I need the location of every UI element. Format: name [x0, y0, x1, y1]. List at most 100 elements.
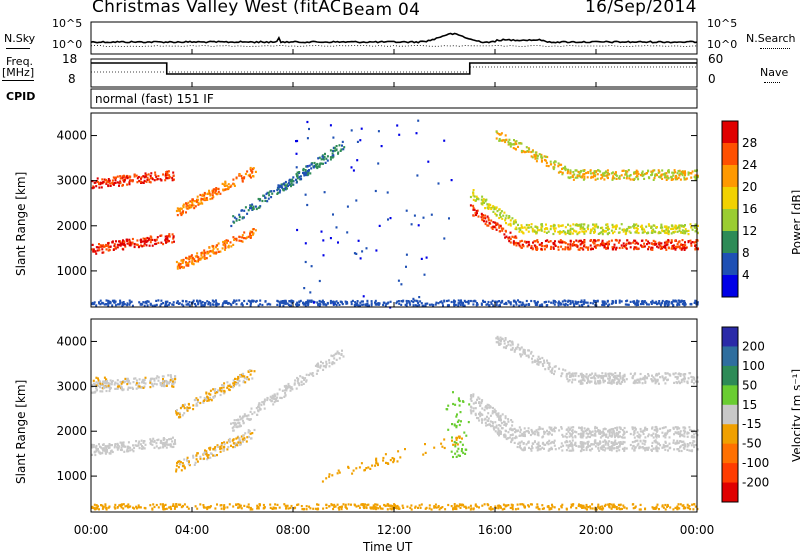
power-cell: [676, 178, 679, 181]
velocity-cell: [162, 507, 165, 510]
power-cell: [689, 239, 692, 242]
velocity-cell: [494, 421, 497, 424]
power-cell: [374, 299, 377, 302]
power-cell: [154, 242, 157, 246]
power-cell: [672, 174, 675, 177]
velocity-cell: [602, 440, 605, 443]
velocity-cell: [237, 506, 240, 509]
velocity-cell: [357, 504, 360, 507]
velocity-cell: [633, 449, 636, 452]
velocity-cell: [266, 397, 269, 400]
velocity-cell: [476, 398, 478, 401]
velocity-cell: [234, 422, 236, 425]
velocity-cell: [178, 413, 181, 416]
power-cell: [166, 239, 169, 242]
velocity-cell: [501, 337, 504, 341]
velocity-cell: [230, 385, 232, 388]
velocity-cell: [113, 383, 116, 386]
velocity-cell: [516, 429, 519, 432]
power-cell: [295, 303, 297, 306]
power-cell: [166, 177, 169, 180]
power-cell: [304, 171, 307, 174]
velocity-cell: [598, 374, 601, 377]
power-cell: [99, 244, 102, 247]
power-cell: [583, 232, 586, 235]
velocity-cell: [530, 428, 533, 432]
power-cell: [607, 247, 609, 250]
velocity-cell: [135, 382, 138, 385]
power-cell: [659, 244, 662, 248]
velocity-cell: [242, 379, 245, 383]
power-cell: [502, 214, 505, 217]
power-cell: [571, 175, 574, 178]
power-cell: [475, 304, 478, 307]
power-cell: [690, 242, 693, 245]
velocity-cell: [531, 447, 534, 450]
velocity-cell: [433, 505, 436, 508]
power-cell: [653, 169, 656, 172]
power-cell: [141, 181, 144, 184]
power-cell: [135, 174, 138, 177]
velocity-cell: [511, 506, 514, 509]
velocity-cell: [582, 434, 585, 437]
velocity-cell: [653, 428, 656, 432]
velocity-cell: [586, 441, 589, 444]
power-ytick-label: 4000: [56, 129, 87, 143]
velocity-cell: [568, 440, 571, 443]
power-cell: [582, 178, 585, 181]
power-cell: [222, 302, 225, 305]
velocity-cell: [636, 381, 639, 384]
velocity-cell: [621, 436, 623, 439]
power-cell: [341, 140, 344, 143]
power-cell: [690, 302, 693, 306]
power-cell: [380, 145, 383, 148]
power-cell: [175, 301, 178, 304]
velocity-cell: [95, 384, 98, 387]
power-cell: [641, 231, 644, 234]
power-cell: [605, 223, 608, 226]
velocity-cell: [289, 389, 292, 392]
velocity-cell: [187, 462, 190, 466]
velocity-cell: [478, 506, 480, 509]
power-cell: [659, 176, 662, 179]
velocity-cell: [657, 382, 660, 385]
velocity-cell: [571, 443, 574, 446]
velocity-cell: [278, 506, 281, 509]
velocity-cell: [664, 508, 667, 511]
power-cell: [521, 301, 524, 304]
power-cell: [165, 241, 168, 244]
power-cell: [599, 177, 602, 180]
power-cell: [418, 304, 421, 307]
velocity-cell: [541, 446, 544, 449]
velocity-cell: [666, 432, 669, 435]
power-cell: [346, 301, 348, 304]
power-cell: [612, 300, 614, 303]
velocity-cell: [521, 503, 524, 506]
power-cell: [496, 132, 499, 135]
power-colorbar-segment: [722, 165, 738, 188]
velocity-cell: [607, 447, 610, 450]
power-cell: [683, 224, 686, 228]
power-cell: [331, 156, 334, 159]
power-cell: [189, 257, 192, 260]
power-cell: [442, 304, 444, 307]
power-cell: [625, 247, 628, 250]
velocity-cell: [92, 444, 95, 447]
power-cell: [227, 239, 229, 242]
velocity-cell: [142, 386, 145, 389]
power-cell: [413, 214, 416, 217]
power-cell: [396, 124, 399, 127]
velocity-cell: [491, 412, 494, 415]
velocity-cell: [223, 441, 226, 444]
power-cell: [624, 173, 627, 176]
power-cell: [663, 230, 665, 233]
power-cell: [340, 148, 343, 151]
power-cell: [332, 154, 335, 157]
power-cell: [610, 239, 613, 242]
velocity-cell: [274, 503, 277, 506]
power-cell: [608, 303, 611, 306]
power-cell: [618, 239, 621, 242]
power-cell: [652, 228, 655, 231]
power-cell: [243, 216, 245, 219]
velocity-cell: [553, 444, 556, 447]
